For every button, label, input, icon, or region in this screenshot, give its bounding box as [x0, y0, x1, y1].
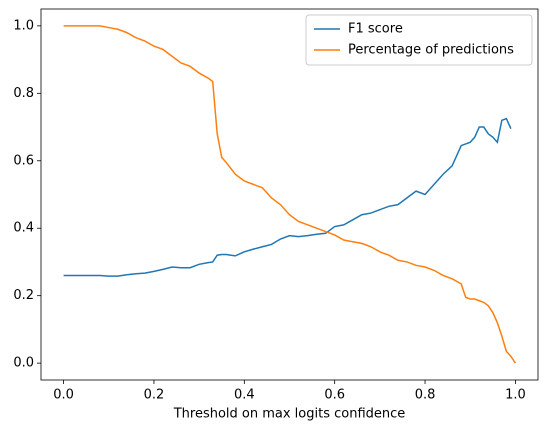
x-tick-label: 0.2 [144, 388, 165, 403]
x-tick-label: 0.4 [234, 388, 255, 403]
x-tick-label: 0.6 [324, 388, 345, 403]
y-tick-label: 0.6 [13, 153, 34, 168]
y-tick-label: 0.4 [13, 221, 34, 236]
y-tick-label: 1.0 [13, 18, 34, 33]
axes-frame [40, 8, 539, 381]
line-series [63, 117, 512, 277]
line-series [63, 25, 517, 364]
y-tick-label: 0.8 [13, 86, 34, 101]
y-tick-label: 0.2 [13, 288, 34, 303]
x-axis-label: Threshold on max logits confidence [173, 407, 406, 422]
x-tick-label: 0.8 [415, 388, 436, 403]
legend-box [305, 14, 533, 66]
x-tick-label: 0.0 [53, 388, 74, 403]
legend-label: Percentage of predictions [348, 43, 514, 58]
y-tick-label: 0.0 [13, 356, 34, 371]
x-tick-label: 1.0 [505, 388, 526, 403]
legend-label: F1 score [348, 22, 403, 37]
